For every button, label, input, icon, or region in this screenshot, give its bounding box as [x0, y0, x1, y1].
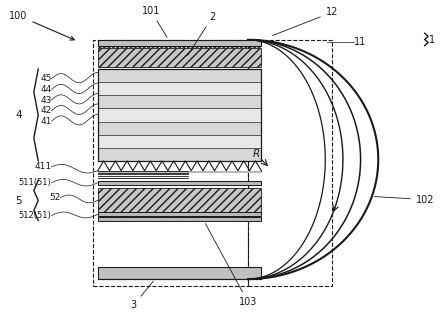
Text: 2: 2	[188, 11, 216, 55]
Text: 103: 103	[206, 224, 257, 307]
Text: 512(51): 512(51)	[19, 211, 51, 220]
Text: 52: 52	[49, 193, 60, 202]
Text: 102: 102	[375, 195, 434, 205]
Bar	[98, 109, 261, 122]
Bar	[98, 135, 261, 148]
Bar	[98, 69, 261, 161]
Bar	[98, 122, 261, 135]
Bar	[248, 40, 332, 285]
Bar	[98, 171, 261, 173]
Text: 43: 43	[40, 95, 51, 105]
Bar	[98, 217, 261, 221]
Text: 11: 11	[354, 37, 366, 47]
Bar	[98, 188, 261, 212]
Text: 411: 411	[35, 162, 51, 171]
Bar	[98, 267, 261, 279]
Text: 101: 101	[142, 6, 167, 37]
Text: 5: 5	[15, 196, 22, 206]
Text: 4: 4	[15, 110, 22, 120]
Bar	[98, 212, 261, 216]
Bar	[98, 95, 261, 109]
Bar	[98, 69, 261, 82]
Bar	[98, 148, 261, 161]
Text: 44: 44	[40, 85, 51, 94]
Bar	[93, 40, 248, 285]
Bar	[98, 181, 261, 185]
Text: 42: 42	[40, 106, 51, 115]
Bar	[98, 48, 261, 67]
Text: 1: 1	[429, 35, 435, 45]
Bar	[98, 82, 261, 95]
Text: 12: 12	[272, 7, 338, 36]
Text: R: R	[253, 149, 260, 159]
Text: 511(51): 511(51)	[19, 178, 51, 187]
Text: 41: 41	[40, 117, 51, 126]
Text: 3: 3	[130, 281, 153, 310]
Text: 100: 100	[9, 10, 74, 40]
Text: 45: 45	[40, 74, 51, 83]
Bar	[98, 40, 261, 46]
